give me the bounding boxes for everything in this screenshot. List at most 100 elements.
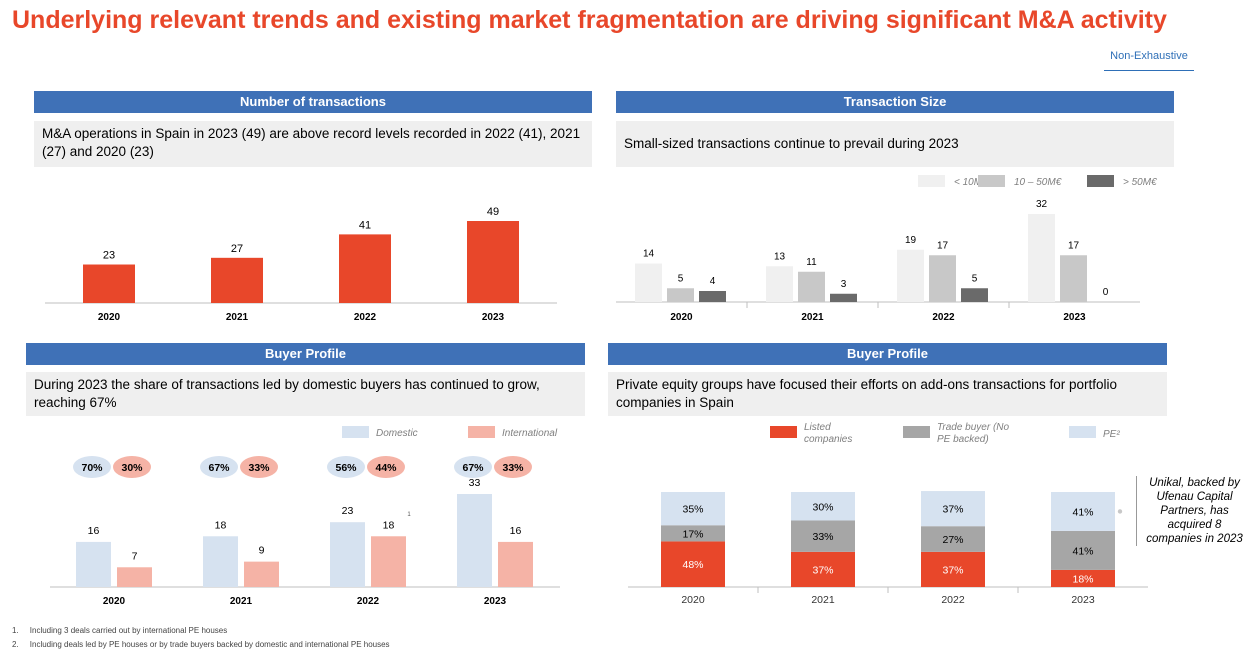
tick-label: 2023 (1063, 312, 1086, 323)
transactions-header: Number of transactions (34, 91, 592, 113)
bar (961, 288, 988, 302)
tick-label: 2021 (801, 312, 824, 323)
tick-label: 2022 (932, 312, 955, 323)
stacked-segment (791, 520, 855, 552)
tick-label: 2023 (482, 312, 505, 323)
bar (1028, 214, 1055, 302)
segment-label: 37% (942, 564, 963, 576)
segment-label: 30% (812, 501, 833, 513)
share-label: 44% (375, 462, 397, 474)
data-label: 14 (643, 249, 655, 260)
bar (371, 536, 406, 587)
legend-label: 10 – 50M€ (1014, 177, 1062, 188)
stacked-segment (1051, 492, 1115, 531)
segment-label: 35% (682, 504, 703, 516)
transactions-description: M&A operations in Spain in 2023 (49) are… (34, 121, 592, 167)
segment-label: 33% (812, 531, 833, 543)
tick-label: 2020 (98, 312, 121, 323)
legend-swatch (342, 426, 369, 438)
footnote-2: 2. Including deals led by PE houses or b… (12, 640, 390, 649)
bar (699, 291, 726, 302)
bar (211, 257, 263, 303)
share-label: 56% (335, 462, 357, 474)
data-label: 16 (510, 525, 522, 537)
bar (635, 263, 662, 302)
bar (203, 536, 238, 587)
data-label: 33 (469, 477, 481, 489)
tick-label: 2020 (103, 596, 126, 607)
bar (76, 541, 111, 587)
stacked-segment (921, 551, 985, 587)
callout-dot (1117, 509, 1123, 514)
data-label: 0 (1103, 287, 1109, 298)
data-label: 32 (1036, 199, 1048, 210)
legend-swatch (770, 426, 797, 438)
segment-label: 41% (1072, 506, 1093, 518)
bar (244, 561, 279, 587)
bar (897, 249, 924, 302)
share-badge (454, 456, 492, 478)
stacked-segment (661, 525, 725, 542)
buyer-profile-left-description: During 2023 the share of transactions le… (26, 372, 585, 416)
legend-label: > 50M€ (1123, 177, 1157, 188)
page-title: Underlying relevant trends and existing … (12, 6, 1167, 34)
data-label: 41 (359, 219, 371, 231)
data-label: 17 (1068, 240, 1080, 251)
share-label: 30% (121, 462, 143, 474)
stacked-segment (661, 541, 725, 587)
legend-swatch (903, 426, 930, 438)
stacked-segment (1051, 569, 1115, 587)
bar (457, 494, 492, 587)
unikal-callout: Unikal, backed by Ufenau Capital Partner… (1136, 476, 1248, 546)
share-badge (240, 456, 278, 478)
tick-label: 2021 (230, 596, 253, 607)
bar (798, 271, 825, 302)
legend-label: < 10M€ (954, 177, 988, 188)
share-badge (367, 456, 405, 478)
tick-label: 2022 (357, 596, 380, 607)
tick-label: 2023 (484, 596, 507, 607)
segment-label: 48% (682, 559, 703, 571)
data-label: 11 (806, 257, 817, 268)
legend-swatch (978, 175, 1005, 187)
bar (1060, 255, 1087, 302)
data-label: 7 (132, 550, 138, 562)
data-label: 23 (103, 250, 115, 262)
stacked-segment (1051, 530, 1115, 570)
buyer-profile-right-header: Buyer Profile (608, 343, 1167, 365)
data-label: 5 (972, 273, 978, 284)
footnote-1: 1. Including 3 deals carried out by inte… (12, 626, 228, 635)
bar (766, 266, 793, 302)
share-label: 67% (462, 462, 484, 474)
data-label: 19 (905, 235, 917, 246)
segment-label: 41% (1072, 545, 1093, 557)
buyer-profile-left-header: Buyer Profile (26, 343, 585, 365)
legend-label: International (502, 428, 558, 439)
bar (929, 255, 956, 302)
stacked-segment (921, 491, 985, 527)
legend-label: Domestic (376, 428, 418, 439)
share-badge (327, 456, 365, 478)
data-label: 3 (841, 279, 847, 290)
segment-label: 18% (1072, 573, 1093, 585)
legend-swatch (1087, 175, 1114, 187)
bar (117, 567, 152, 587)
transaction-size-description: Small-sized transactions continue to pre… (616, 121, 1174, 167)
transaction-size-header: Transaction Size (616, 91, 1174, 113)
legend-swatch (468, 426, 495, 438)
share-label: 33% (502, 462, 524, 474)
segment-label: 17% (682, 528, 703, 540)
legend-label: Trade buyer (No PE backed) (937, 422, 1010, 445)
share-label: 33% (248, 462, 270, 474)
data-label: 9 (259, 545, 265, 557)
non-exhaustive-tag: Non-Exhaustive (1104, 46, 1194, 71)
data-label: 4 (710, 276, 716, 287)
tick-label: 2020 (681, 594, 705, 606)
buyer-profile-right-description: Private equity groups have focused their… (608, 372, 1167, 416)
bar (830, 293, 857, 302)
bar (339, 234, 391, 303)
